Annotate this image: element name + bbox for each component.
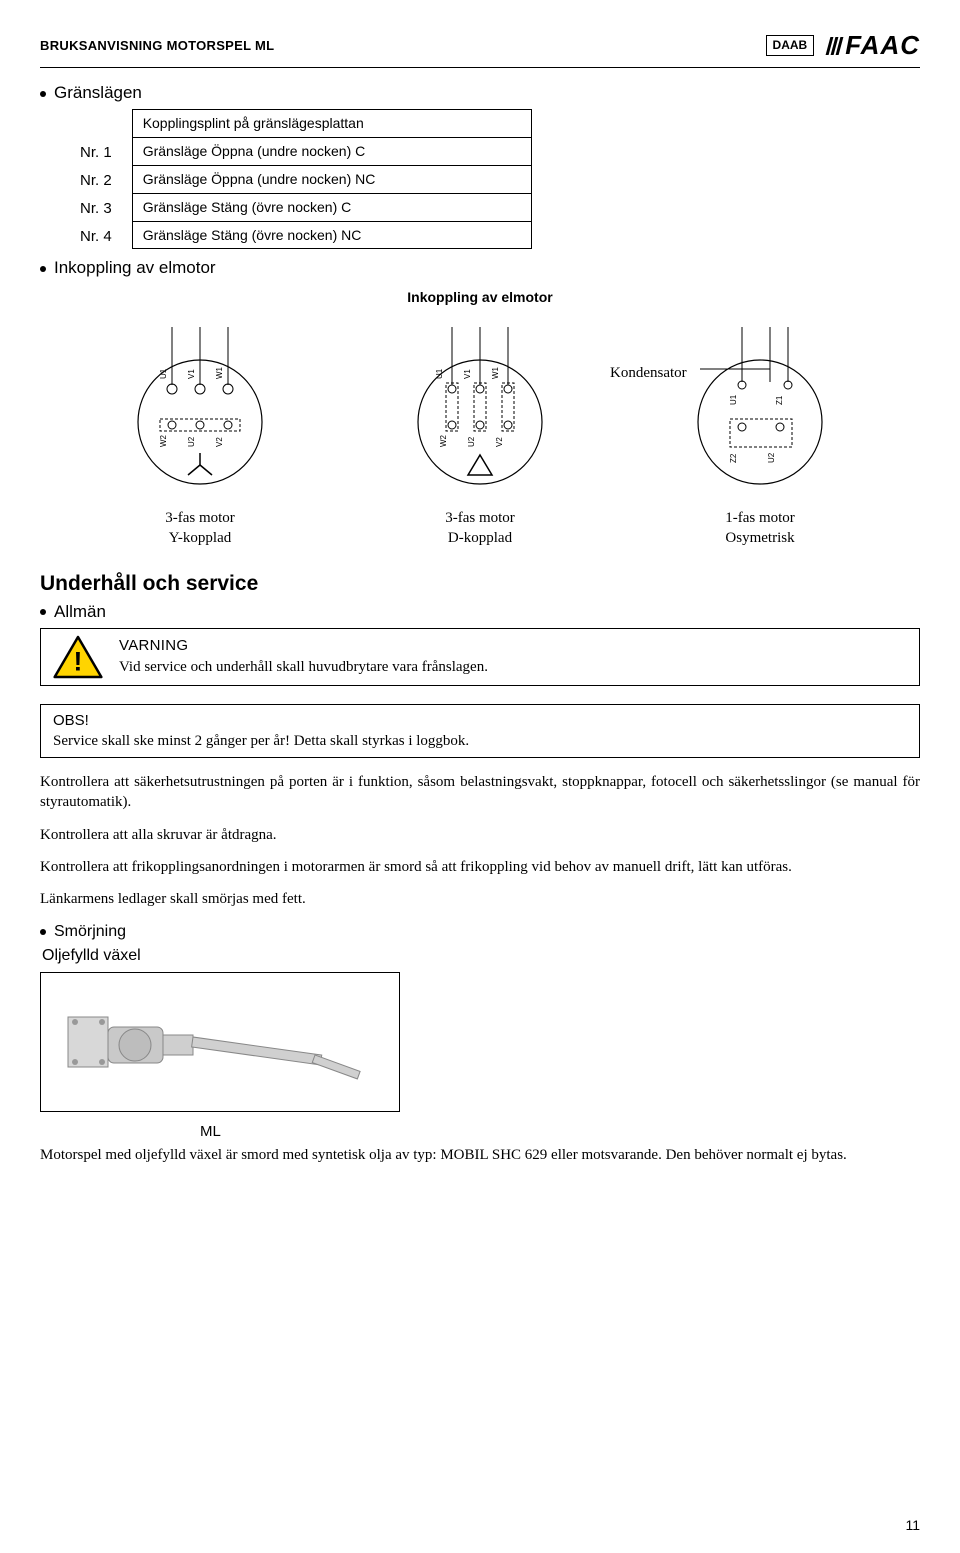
obs-body: Service skall ske minst 2 gånger per år!… (53, 731, 907, 751)
motor-label: Osymetrisk (660, 528, 860, 548)
smorjning-heading: Smörjning (40, 921, 920, 943)
service-para-2: Kontrollera att alla skruvar är åtdragna… (40, 825, 920, 845)
svg-text:W1: W1 (215, 366, 224, 379)
table-row: Gränsläge Stäng (övre nocken) NC (132, 221, 531, 249)
motor-label: 1-fas motor (660, 508, 860, 528)
obs-title: OBS! (53, 711, 907, 731)
granslagen-heading: Gränslägen (40, 82, 920, 105)
svg-text:U1: U1 (159, 368, 168, 379)
svg-text:U2: U2 (467, 436, 476, 447)
table-row: Gränsläge Öppna (undre nocken) C (132, 137, 531, 165)
inkoppling-heading: Inkoppling av elmotor (40, 257, 920, 280)
svg-text:Z2: Z2 (729, 453, 738, 463)
service-para-1: Kontrollera att säkerhetsutrustningen på… (40, 772, 920, 813)
motor-label: Y-kopplad (100, 528, 300, 548)
warning-body: Vid service och underhåll skall huvudbry… (119, 657, 907, 677)
limit-table-header: Kopplingsplint på gränslägesplattan (132, 110, 531, 138)
service-allman-heading: Allmän (40, 601, 920, 624)
motor-1fas-diagram: U1 Z1 Z2 U2 1-fas motor Osymetrisk (660, 327, 860, 548)
limit-table: Kopplingsplint på gränslägesplattan Grän… (132, 109, 532, 249)
motor-label: D-kopplad (380, 528, 580, 548)
svg-text:Z1: Z1 (775, 395, 784, 405)
svg-text:V2: V2 (215, 437, 224, 447)
bullet-dot-icon (40, 91, 46, 97)
motor-y-diagram: U1 V1 W1 W2 U2 V2 3-fas (100, 327, 300, 548)
service-heading: Underhåll och service (40, 570, 920, 598)
oljefylld-heading: Oljefylld växel (42, 945, 920, 967)
header-divider (40, 67, 920, 68)
warning-title: VARNING (119, 636, 907, 656)
svg-text:U1: U1 (729, 394, 738, 405)
ml-heading: ML (200, 1122, 920, 1142)
svg-text:V1: V1 (187, 369, 196, 379)
table-row: Gränsläge Öppna (undre nocken) NC (132, 165, 531, 193)
ml-text: Motorspel med oljefylld växel är smord m… (40, 1145, 920, 1165)
service-para-4: Länkarmens ledlager skall smörjas med fe… (40, 889, 920, 909)
logo-daab: DAAB (766, 35, 815, 55)
motor-d-diagram: U1 V1 W1 W2 U2 V2 3-fas motor D-kopplad (380, 327, 580, 548)
motor-assembly-image (40, 972, 400, 1112)
svg-text:W1: W1 (491, 366, 500, 379)
svg-text:V1: V1 (463, 369, 472, 379)
inkoppling-subtitle: Inkoppling av elmotor (40, 288, 920, 307)
motor-diagram-area: Kondensator U1 V1 W1 (40, 327, 920, 548)
limit-row-label: Nr. 3 (80, 195, 112, 223)
warning-box: ! VARNING Vid service och underhåll skal… (40, 628, 920, 686)
limit-row-labels: Nr. 1 Nr. 2 Nr. 3 Nr. 4 (80, 109, 112, 251)
motor-label: 3-fas motor (380, 508, 580, 528)
service-para-3: Kontrollera att frikopplingsanordningen … (40, 857, 920, 877)
page-number: 11 (905, 1516, 920, 1535)
logo-faac: FAAC (828, 28, 920, 63)
logo-faac-text: FAAC (845, 28, 920, 63)
bullet-dot-icon (40, 609, 46, 615)
warning-icon: ! (53, 635, 103, 679)
limit-row-label: Nr. 1 (80, 139, 112, 167)
obs-box: OBS! Service skall ske minst 2 gånger pe… (40, 704, 920, 759)
svg-text:!: ! (74, 646, 83, 676)
bullet-dot-icon (40, 929, 46, 935)
table-row: Gränsläge Stäng (övre nocken) C (132, 193, 531, 221)
limit-row-label: Nr. 4 (80, 223, 112, 251)
page-header-title: BRUKSANVISNING MOTORSPEL ML (40, 37, 274, 55)
kondensator-label: Kondensator (610, 363, 687, 383)
svg-text:W2: W2 (159, 434, 168, 447)
svg-text:W2: W2 (439, 434, 448, 447)
header-logos: DAAB FAAC (766, 28, 920, 63)
svg-text:U1: U1 (435, 368, 444, 379)
svg-text:V2: V2 (495, 437, 504, 447)
limit-row-label: Nr. 2 (80, 167, 112, 195)
svg-text:U2: U2 (187, 436, 196, 447)
motor-label: 3-fas motor (100, 508, 300, 528)
bullet-dot-icon (40, 266, 46, 272)
svg-text:U2: U2 (767, 452, 776, 463)
